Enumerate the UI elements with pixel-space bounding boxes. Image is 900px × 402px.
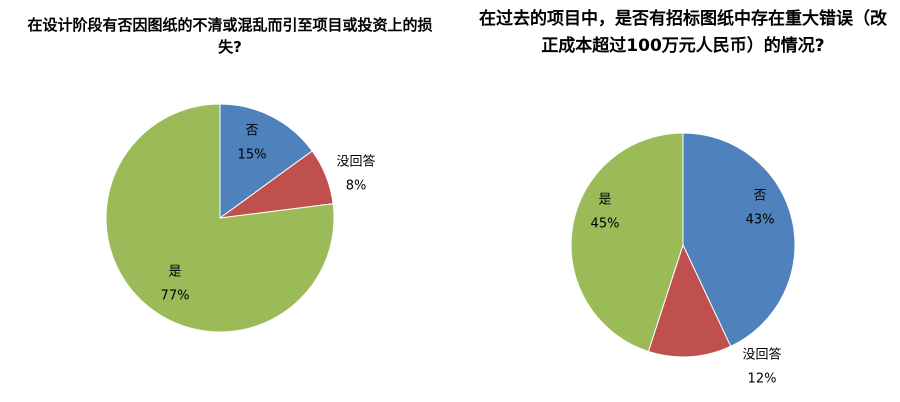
slice-category: 没回答	[742, 347, 781, 363]
pie-slice	[682, 132, 796, 348]
chart-title: 在设计阶段有否因图纸的不清或混乱而引至项目或投资上的损失?	[27, 16, 433, 56]
slice-category: 没回答	[336, 154, 375, 170]
slice-value-label: 43%	[746, 213, 775, 228]
slice-category: 否	[245, 124, 258, 139]
slice-value-label: 77%	[161, 289, 190, 304]
chart-title: 在过去的项目中，是否有招标图纸中存在重大错误（改正成本超过100万元人民币）的情…	[479, 9, 887, 56]
pie-slice	[570, 132, 684, 353]
slice-category: 否	[753, 189, 766, 204]
slice-value-label: 15%	[238, 148, 267, 163]
slice-value-label: 8%	[346, 179, 367, 194]
slice-category: 是	[168, 265, 181, 280]
pie-slice	[105, 103, 335, 333]
slice-category: 是	[598, 193, 611, 208]
pie-slice	[219, 103, 313, 219]
pie-slice	[647, 243, 732, 358]
slice-value-label: 12%	[748, 372, 777, 387]
slice-value-label: 45%	[591, 217, 620, 232]
